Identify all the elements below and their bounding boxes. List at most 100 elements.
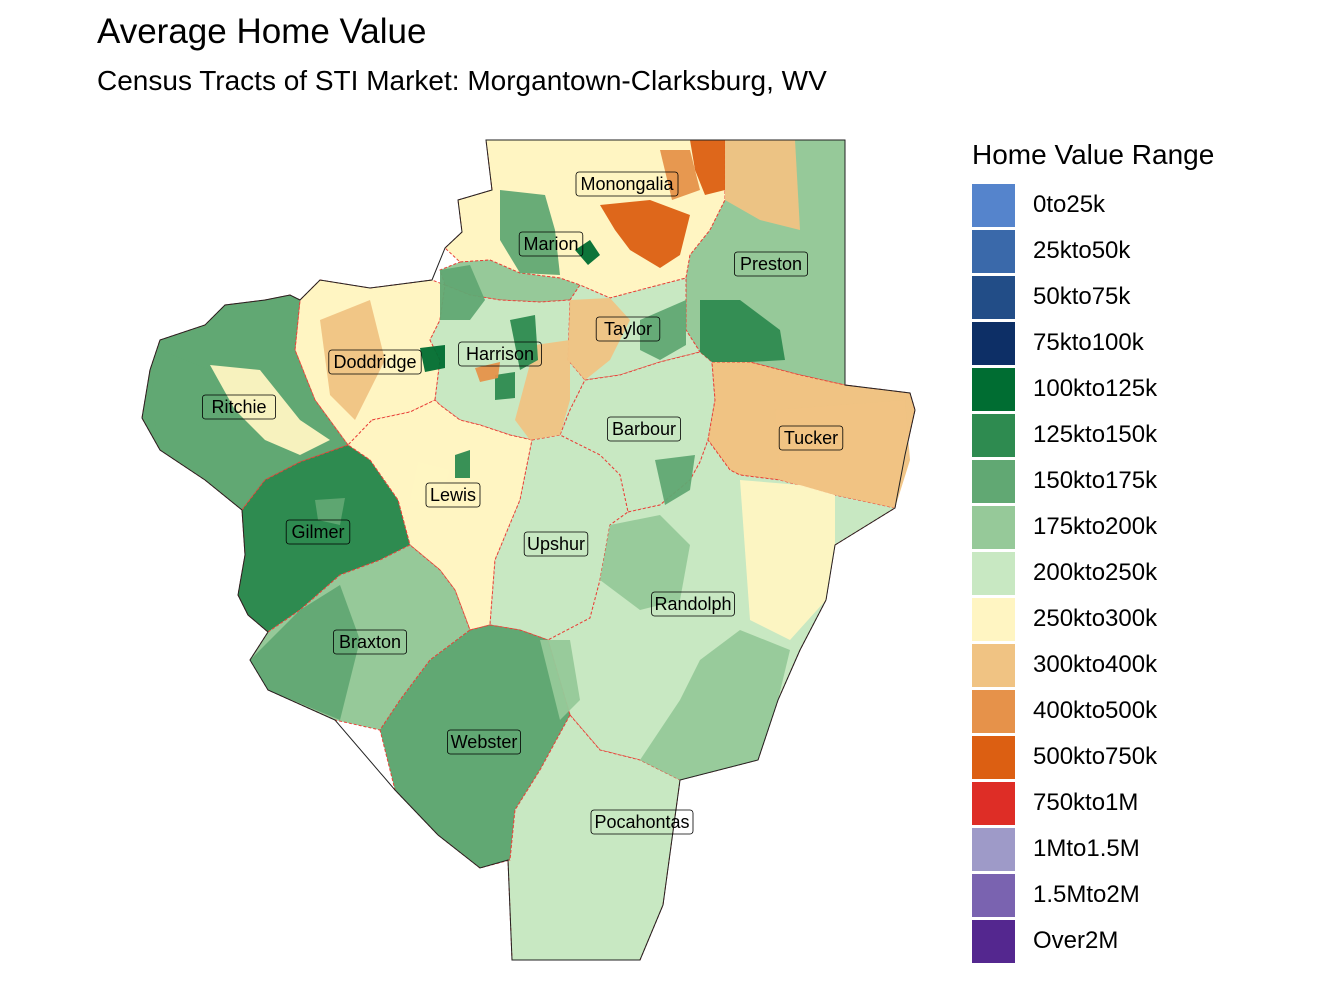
tract-patch — [640, 630, 790, 780]
county-label: Barbour — [607, 416, 682, 442]
county-label: Lewis — [425, 482, 481, 508]
legend-item: 25kto50k — [972, 228, 1214, 274]
tract-patch — [510, 315, 538, 370]
county-label-box — [651, 591, 735, 617]
legend-item: Over2M — [972, 918, 1214, 964]
legend-item: 1.5Mto2M — [972, 872, 1214, 918]
legend-swatch — [972, 597, 1015, 641]
county-label-text: Barbour — [612, 419, 676, 439]
legend-swatch — [972, 505, 1015, 549]
county-map: Monongalia Marion Preston Taylor Doddridge Ha… — [141, 139, 916, 961]
county-label: Preston — [734, 251, 809, 277]
county-label-text: Upshur — [527, 534, 585, 554]
county-label-box — [607, 416, 682, 442]
legend-swatch — [972, 781, 1015, 825]
legend-item: 1Mto1.5M — [972, 826, 1214, 872]
county-label-box — [575, 171, 679, 197]
legend-item: 750kto1M — [972, 780, 1214, 826]
legend-swatch — [972, 229, 1015, 273]
county-label-box — [458, 341, 542, 367]
tract-patch — [660, 150, 700, 200]
county-label-box — [446, 729, 521, 755]
map-title: Average Home Value — [97, 12, 427, 51]
county-label: Ritchie — [201, 394, 276, 420]
county-label: Taylor — [595, 316, 661, 342]
county-label-text: Taylor — [604, 319, 652, 339]
legend-swatch — [972, 551, 1015, 595]
tract-patch — [600, 515, 690, 610]
legend-swatch — [972, 275, 1015, 319]
county-label: Gilmer — [285, 519, 351, 545]
county-webster — [379, 624, 571, 869]
tract-patch — [315, 498, 345, 525]
county-label-box — [285, 519, 351, 545]
legend-title: Home Value Range — [972, 139, 1215, 170]
tract-patch — [540, 640, 580, 720]
county-label-text: Lewis — [430, 485, 476, 505]
legend-item: 75kto100k — [972, 320, 1214, 366]
county-label-box — [590, 809, 694, 835]
legend-label: 25kto50k — [1033, 237, 1131, 264]
county-label: Tucker — [778, 425, 844, 451]
legend-item: 250kto300k — [972, 596, 1214, 642]
legend-label: 500kto750k — [1033, 743, 1158, 770]
legend-label: 100kto125k — [1033, 375, 1158, 402]
tract-patch — [475, 362, 500, 382]
legend-label: 125kto150k — [1033, 421, 1158, 448]
legend-label: 750kto1M — [1033, 789, 1139, 816]
legend-swatch — [972, 919, 1015, 963]
legend-item: 400kto500k — [972, 688, 1214, 734]
tract-patch — [700, 300, 785, 362]
legend-item: 125kto150k — [972, 412, 1214, 458]
county-label: Pocahontas — [590, 809, 694, 835]
tract-patch — [210, 365, 330, 455]
county-label-text: Marion — [523, 234, 578, 254]
county-label: Randolph — [651, 591, 735, 617]
county-label-box — [523, 531, 589, 557]
legend-swatch — [972, 413, 1015, 457]
county-label: Doddridge — [328, 349, 422, 375]
county-label-text: Doddridge — [333, 352, 416, 372]
legend-item: 200kto250k — [972, 550, 1214, 596]
legend-swatch — [972, 459, 1015, 503]
tract-patch — [495, 372, 515, 400]
tract-patch — [600, 200, 690, 268]
tract-patch — [725, 140, 800, 230]
county-label: Webster — [446, 729, 521, 755]
legend-label: 1Mto1.5M — [1033, 835, 1140, 862]
legend-item: 500kto750k — [972, 734, 1214, 780]
county-label-box — [328, 349, 422, 375]
legend-item: 100kto125k — [972, 366, 1214, 412]
legend-swatch — [972, 367, 1015, 411]
legend-label: 250kto300k — [1033, 605, 1158, 632]
legend-item: 50kto75k — [972, 274, 1214, 320]
county-label: Harrison — [458, 341, 542, 367]
county-label: Braxton — [332, 629, 407, 655]
county-label: Monongalia — [575, 171, 679, 197]
legend-label: 400kto500k — [1033, 697, 1158, 724]
tract-patch — [640, 300, 686, 360]
legend-item: 150kto175k — [972, 458, 1214, 504]
tract-patch — [740, 480, 835, 640]
county-label-text: Harrison — [466, 344, 534, 364]
legend-item: 175kto200k — [972, 504, 1214, 550]
legend-items: 0to25k 25kto50k 50kto75k 75kto100k 100kto125… — [972, 182, 1214, 964]
tract-patch — [410, 462, 450, 505]
county-label-text: Pocahontas — [594, 812, 689, 832]
legend-swatch — [972, 689, 1015, 733]
legend-label: 50kto75k — [1033, 283, 1131, 310]
legend-item: 0to25k — [972, 182, 1214, 228]
county-lewis — [347, 399, 533, 631]
legend-label: 0to25k — [1033, 191, 1106, 218]
county-label: Marion — [518, 231, 584, 257]
tract-patch — [775, 400, 910, 508]
tract-patch — [575, 240, 600, 265]
legend-label: 150kto175k — [1033, 467, 1158, 494]
tract-patch — [655, 455, 695, 505]
county-label-box — [734, 251, 809, 277]
county-label-text: Ritchie — [211, 397, 266, 417]
county-label-box — [778, 425, 844, 451]
county-label-text: Gilmer — [292, 522, 345, 542]
tract-patch — [420, 345, 445, 372]
tract-patch — [250, 585, 360, 720]
